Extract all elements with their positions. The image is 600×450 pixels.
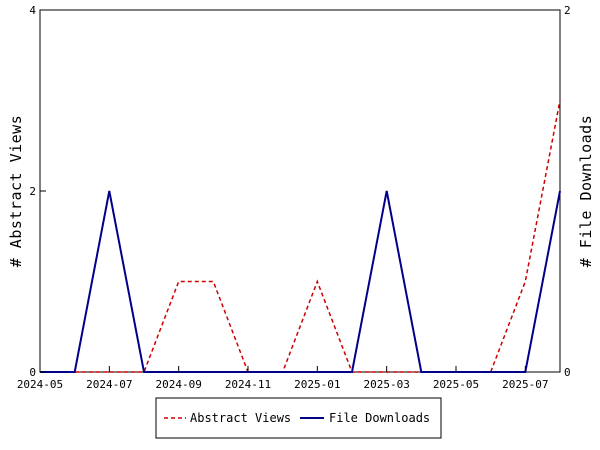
- x-tick-label: 2025-03: [363, 378, 409, 391]
- x-tick-label: 2025-05: [433, 378, 479, 391]
- legend: Abstract Views File Downloads: [155, 397, 442, 439]
- legend-box: [155, 397, 442, 439]
- x-tick-label: 2024-11: [225, 378, 271, 391]
- y-axis-title-left: # Abstract Views: [7, 115, 25, 268]
- y2-tick-label: 2: [564, 4, 571, 17]
- x-tick-label: 2024-07: [86, 378, 132, 391]
- y-tick-label: 4: [29, 4, 36, 17]
- y2-tick-label: 0: [564, 366, 571, 379]
- x-axis: 2024-05 2024-07 2024-09 2024-11 2025-01 2025-…: [17, 366, 549, 391]
- x-tick-label: 2024-09: [155, 378, 201, 391]
- y-axis-right: 02: [554, 4, 571, 379]
- series-layer: [40, 100, 561, 373]
- x-tick-label: 2025-07: [502, 378, 548, 391]
- x-tick-label: 2025-01: [294, 378, 340, 391]
- series-line-file-downloads: [40, 190, 561, 373]
- y-tick-label: 0: [29, 366, 36, 379]
- legend-label-abstract-views: Abstract Views: [190, 411, 291, 425]
- y-axis-left: 0 2 4: [29, 4, 46, 379]
- x-tick-label: 2024-05: [17, 378, 63, 391]
- y-tick-label: 2: [29, 185, 36, 198]
- y-axis-title-right: # File Downloads: [577, 115, 595, 268]
- legend-label-file-downloads: File Downloads: [329, 411, 430, 425]
- plot-area: [39, 9, 561, 373]
